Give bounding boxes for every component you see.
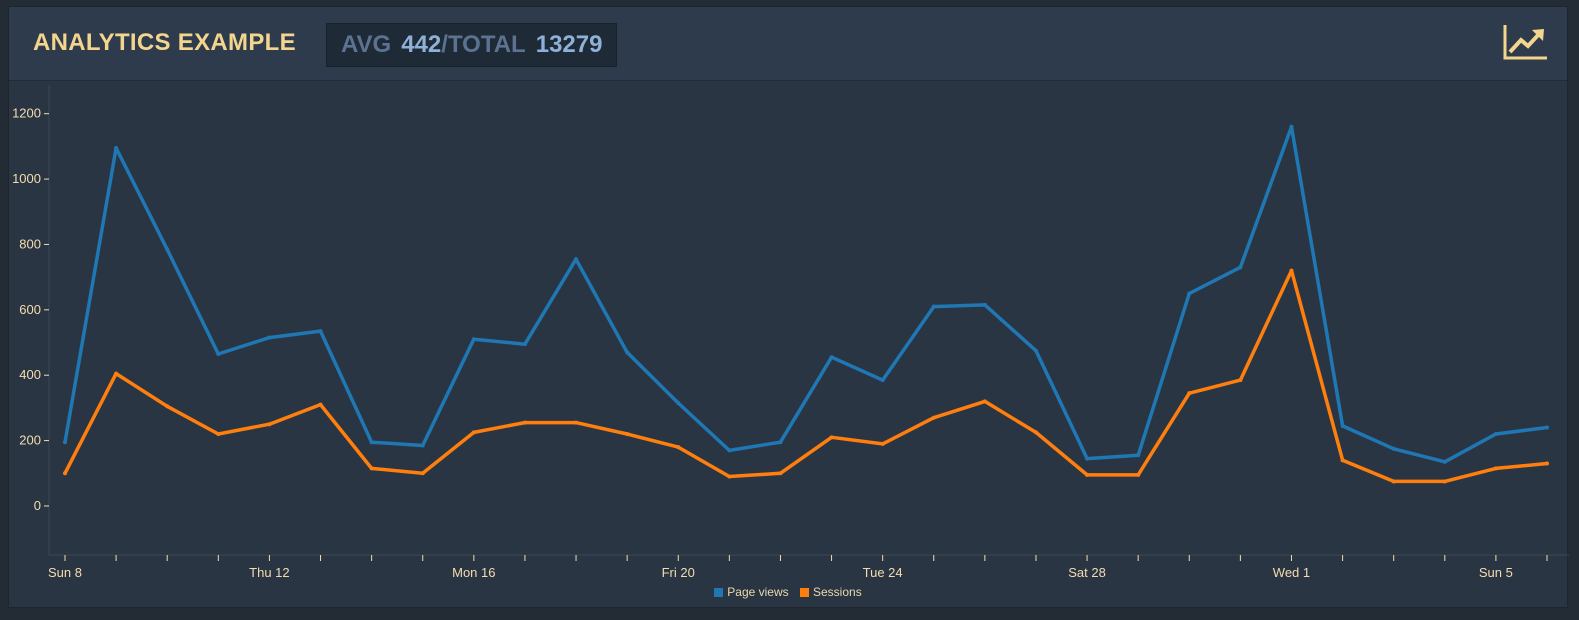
data-point-sessions[interactable]	[522, 420, 527, 425]
y-tick-label: 800	[19, 236, 41, 251]
data-point-page-views[interactable]	[982, 302, 987, 307]
total-label: TOTAL	[447, 31, 526, 58]
legend-label-page-views: Page views	[727, 585, 789, 599]
data-point-page-views[interactable]	[676, 400, 681, 405]
data-point-sessions[interactable]	[114, 371, 119, 376]
x-tick-label: Sun 5	[1479, 565, 1513, 580]
data-point-sessions[interactable]	[1442, 479, 1447, 484]
stats-summary: AVG 442 / TOTAL 13279	[326, 23, 618, 67]
data-point-page-views[interactable]	[1238, 265, 1243, 270]
data-point-page-views[interactable]	[63, 440, 67, 445]
x-tick-label: Sat 28	[1068, 565, 1106, 580]
data-point-page-views[interactable]	[1340, 423, 1345, 428]
data-point-sessions[interactable]	[727, 474, 732, 479]
page-title: ANALYTICS EXAMPLE	[33, 29, 296, 56]
data-point-page-views[interactable]	[420, 443, 425, 448]
data-point-page-views[interactable]	[1085, 456, 1090, 461]
data-point-sessions[interactable]	[1033, 430, 1038, 435]
x-tick-label: Thu 12	[249, 565, 289, 580]
data-point-page-views[interactable]	[727, 448, 732, 453]
data-point-sessions[interactable]	[267, 422, 272, 427]
data-point-page-views[interactable]	[574, 257, 579, 262]
data-point-sessions[interactable]	[63, 471, 67, 476]
line-chart-icon[interactable]	[1501, 23, 1549, 63]
data-point-page-views[interactable]	[1391, 446, 1396, 451]
y-tick-label: 600	[19, 302, 41, 317]
y-tick-label: 0	[34, 498, 41, 513]
data-point-sessions[interactable]	[216, 432, 221, 437]
legend-swatch-page-views	[714, 587, 724, 597]
data-point-sessions[interactable]	[1085, 472, 1090, 477]
data-point-sessions[interactable]	[676, 445, 681, 450]
data-point-page-views[interactable]	[829, 355, 834, 360]
analytics-panel: ANALYTICS EXAMPLE AVG 442 / TOTAL 13279 …	[8, 6, 1569, 609]
legend-swatch-sessions	[800, 587, 809, 597]
data-point-sessions[interactable]	[1238, 378, 1243, 383]
data-point-sessions[interactable]	[369, 466, 374, 471]
y-tick-label: 200	[19, 433, 41, 448]
data-point-page-views[interactable]	[1136, 453, 1141, 458]
series-line-page-views[interactable]	[63, 125, 1549, 464]
data-point-sessions[interactable]	[1289, 268, 1294, 273]
data-point-page-views[interactable]	[1187, 291, 1192, 296]
legend-item-page-views[interactable]: Page views	[714, 585, 789, 599]
data-point-sessions[interactable]	[1136, 472, 1141, 477]
data-point-sessions[interactable]	[1493, 466, 1498, 471]
data-point-page-views[interactable]	[880, 378, 885, 383]
y-tick-label: 400	[19, 367, 41, 382]
data-point-sessions[interactable]	[931, 415, 936, 420]
x-tick-label: Fri 20	[662, 565, 695, 580]
data-point-page-views[interactable]	[216, 351, 221, 356]
legend-item-sessions[interactable]: Sessions	[800, 585, 862, 599]
data-point-page-views[interactable]	[114, 146, 119, 151]
avg-value: 442	[401, 31, 442, 58]
data-point-sessions[interactable]	[1545, 461, 1549, 466]
data-point-sessions[interactable]	[1391, 479, 1396, 484]
data-point-page-views[interactable]	[931, 304, 936, 309]
data-point-sessions[interactable]	[1187, 391, 1192, 396]
data-point-page-views[interactable]	[1442, 459, 1447, 464]
data-point-page-views[interactable]	[522, 342, 527, 347]
data-point-page-views[interactable]	[778, 440, 783, 445]
data-point-sessions[interactable]	[420, 471, 425, 476]
chart-area: 0 200 400 600 800 1000 1200 Sun 8 Thu 12 Mon 16 F…	[9, 81, 1569, 609]
data-point-page-views[interactable]	[471, 337, 476, 342]
stats-separator: /	[441, 31, 448, 58]
total-value: 13279	[535, 31, 603, 58]
data-point-page-views[interactable]	[1493, 432, 1498, 437]
data-point-sessions[interactable]	[1340, 458, 1345, 463]
data-point-sessions[interactable]	[625, 432, 630, 437]
x-tick-label: Wed 1	[1273, 565, 1310, 580]
data-point-page-views[interactable]	[1289, 124, 1294, 129]
data-point-sessions[interactable]	[829, 435, 834, 440]
data-point-sessions[interactable]	[318, 402, 323, 407]
data-point-sessions[interactable]	[165, 404, 170, 409]
legend-label-sessions: Sessions	[813, 585, 862, 599]
x-tick-label: Sun 8	[48, 565, 82, 580]
data-point-sessions[interactable]	[982, 399, 987, 404]
avg-label: AVG	[341, 31, 392, 58]
data-point-page-views[interactable]	[1545, 425, 1549, 430]
data-point-sessions[interactable]	[880, 441, 885, 446]
panel-header: ANALYTICS EXAMPLE AVG 442 / TOTAL 13279	[9, 7, 1567, 81]
data-point-sessions[interactable]	[574, 420, 579, 425]
chart-legend: Page views Sessions	[9, 585, 1567, 600]
data-point-sessions[interactable]	[778, 471, 783, 476]
y-tick-label: 1000	[12, 171, 41, 186]
data-point-page-views[interactable]	[369, 440, 374, 445]
x-tick-label: Tue 24	[863, 565, 903, 580]
x-tick-label: Mon 16	[452, 565, 495, 580]
series-line-sessions[interactable]	[63, 268, 1549, 484]
line-chart: 0 200 400 600 800 1000 1200 Sun 8 Thu 12 Mon 16 F…	[12, 85, 1569, 580]
data-point-page-views[interactable]	[318, 329, 323, 334]
data-point-page-views[interactable]	[165, 247, 170, 252]
y-tick-label: 1200	[12, 106, 41, 121]
data-point-sessions[interactable]	[471, 430, 476, 435]
data-point-page-views[interactable]	[1033, 348, 1038, 353]
data-point-page-views[interactable]	[625, 350, 630, 355]
data-point-page-views[interactable]	[267, 335, 272, 340]
